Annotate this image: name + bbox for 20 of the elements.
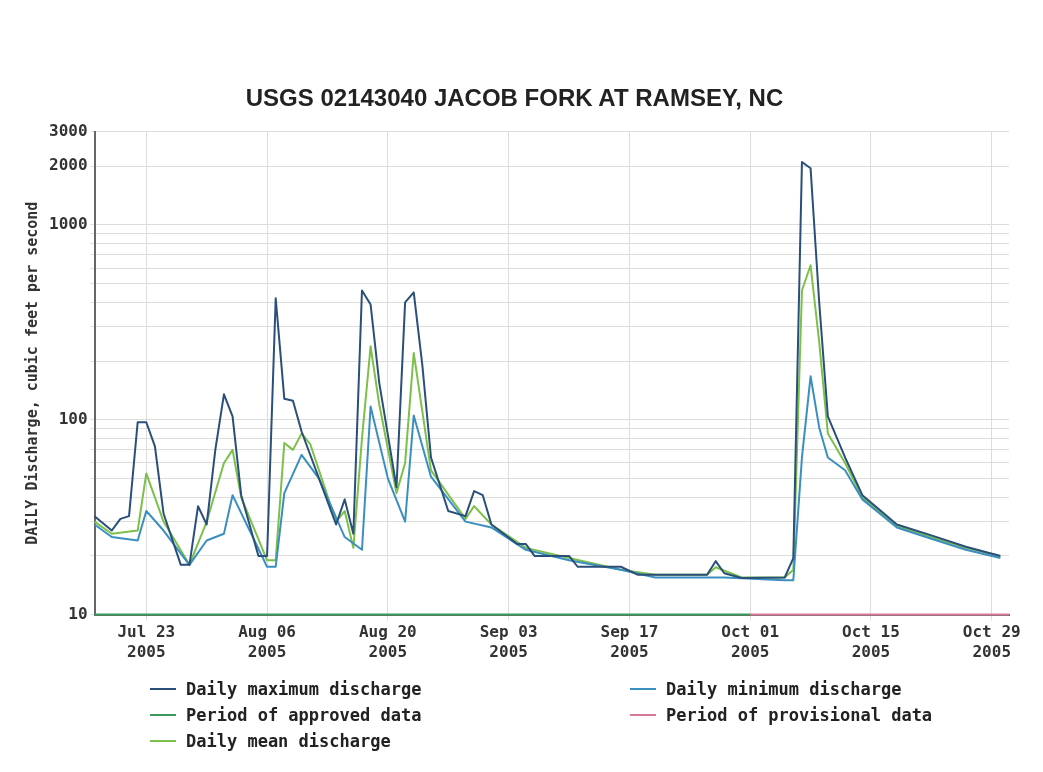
y-tick-label: 1000: [49, 213, 88, 233]
x-tick-label: Jul 23 2005: [117, 622, 176, 661]
legend-label: Daily maximum discharge: [186, 679, 422, 699]
y-tick-label: 3000: [49, 120, 88, 140]
x-tick-label: Aug 06 2005: [238, 622, 296, 661]
x-tick-label: Oct 01 2005: [721, 622, 780, 661]
y-axis-title: DAILY Discharge, cubic feet per second: [22, 201, 41, 545]
legend-label: Daily minimum discharge: [666, 679, 902, 699]
x-tick-label: Aug 20 2005: [358, 622, 417, 661]
x-tick-label: Sep 17 2005: [600, 622, 659, 661]
y-tick-label: 100: [58, 408, 88, 428]
x-tick-label: Oct 29 2005: [962, 622, 1021, 661]
y-tick-label: 10: [68, 603, 88, 623]
legend-label: Period of approved data: [186, 705, 422, 725]
legend-label: Period of provisional data: [666, 705, 933, 725]
x-tick-label: Oct 15 2005: [842, 622, 900, 661]
y-tick-label: 2000: [49, 155, 88, 175]
x-tick-label: Sep 03 2005: [479, 622, 538, 661]
chart-title: USGS 02143040 JACOB FORK AT RAMSEY, NC: [245, 84, 784, 112]
legend-label: Daily mean discharge: [186, 731, 391, 751]
